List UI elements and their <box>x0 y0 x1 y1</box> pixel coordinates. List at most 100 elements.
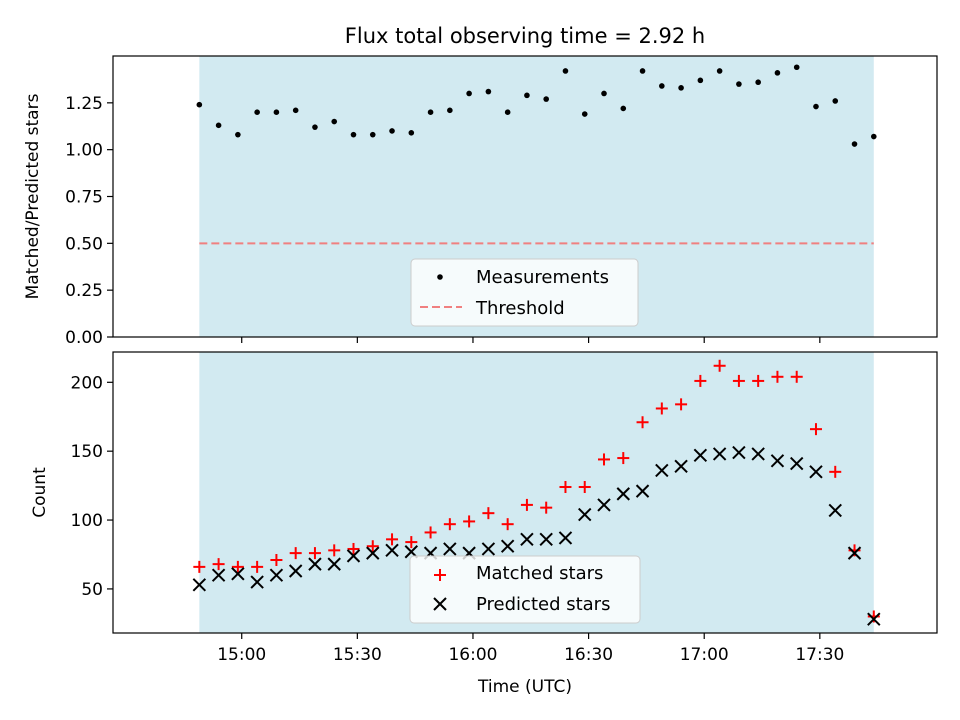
measurements-legend-label: Measurements <box>476 267 609 288</box>
matched-star-point <box>405 536 418 549</box>
matched-star-point <box>636 416 649 429</box>
matched-legend-label: Matched stars <box>476 563 603 584</box>
top-y-axis: 0.00 0.25 0.50 0.75 1.00 1.25 <box>65 94 113 348</box>
predicted-star-point <box>346 549 361 563</box>
x-tick-label: 17:30 <box>795 645 844 665</box>
predicted-star-point <box>790 456 804 471</box>
predicted-star-point <box>578 507 592 522</box>
predicted-star-point <box>712 447 727 461</box>
measurement-point <box>292 107 299 114</box>
matched-star-point <box>655 402 668 415</box>
matched-star-point <box>771 370 784 383</box>
matched-star-point <box>520 498 533 511</box>
x-tick-label: 16:30 <box>564 645 613 665</box>
top-y-tick-label: 0.50 <box>65 234 103 254</box>
matched-star-point <box>212 558 225 571</box>
measurement-point <box>196 101 203 108</box>
top-y-tick-label: 1.25 <box>65 94 103 114</box>
predicted-star-point <box>674 459 688 474</box>
predicted-legend-label: Predicted stars <box>476 594 610 615</box>
matched-star-point <box>270 553 283 566</box>
predicted-star-point <box>211 568 226 582</box>
predicted-star-point <box>443 542 457 556</box>
predicted-star-point <box>327 557 341 571</box>
top-legend-box <box>410 258 639 327</box>
matched-star-point <box>790 370 803 383</box>
measurement-point <box>543 96 549 102</box>
predicted-star-point <box>250 575 264 589</box>
matched-stars-points <box>193 359 880 623</box>
bottom-y-tick-label: 100 <box>71 511 103 531</box>
measurement-point <box>273 109 280 115</box>
bottom-x-axis: 15:00 15:30 16:00 16:30 17:00 17:30 <box>217 633 844 665</box>
measurement-point <box>427 109 434 115</box>
ratio-panel: 0.00 0.25 0.50 0.75 1.00 1.25 Matched/Predict… <box>23 55 938 348</box>
matched-star-point <box>443 518 456 531</box>
predicted-star-point <box>288 564 303 578</box>
predicted-star-point <box>597 498 611 512</box>
bottom-y-axis: 50 100 150 200 <box>71 373 113 600</box>
matched-star-point <box>386 533 399 546</box>
matched-star-point <box>308 547 321 560</box>
matched-star-point <box>732 374 745 387</box>
measurement-point <box>601 90 607 97</box>
measurement-point <box>447 107 453 114</box>
measurement-point <box>524 92 530 99</box>
measurement-point <box>697 77 704 84</box>
matched-star-point <box>713 359 726 372</box>
measurement-point <box>466 90 472 97</box>
measurement-point <box>716 68 723 74</box>
measurement-point <box>504 109 511 115</box>
measurement-point <box>331 118 338 125</box>
matched-star-point <box>617 452 630 465</box>
bottom-axes-frame <box>112 351 938 634</box>
top-axes-frame <box>112 55 938 338</box>
predicted-star-point <box>269 568 284 582</box>
measurement-point <box>793 64 800 71</box>
measurement-point <box>369 131 376 138</box>
matched-star-point <box>598 453 611 466</box>
measurement-point <box>485 88 492 95</box>
matched-star-point <box>328 544 341 557</box>
threshold-legend-label: Threshold <box>475 298 565 319</box>
bottom-y-tick-label: 200 <box>71 373 103 393</box>
bottom-y-tick-label: 150 <box>71 442 103 462</box>
bottom-legend-box <box>409 555 641 624</box>
measurement-point <box>832 98 839 104</box>
matched-star-point <box>752 374 765 387</box>
x-tick-label: 16:00 <box>448 645 497 665</box>
predicted-star-point <box>655 463 669 478</box>
predicted-star-point <box>520 532 534 547</box>
measurement-point <box>678 85 684 91</box>
measurement-point <box>851 141 858 147</box>
measurement-legend-marker <box>437 274 443 280</box>
top-y-tick-label: 1.00 <box>65 141 103 161</box>
measurement-point <box>581 111 588 117</box>
measurement-point <box>562 68 569 74</box>
top-y-tick-label: 0.25 <box>65 281 103 301</box>
predicted-star-point <box>847 546 862 560</box>
matched-star-point <box>501 518 514 531</box>
count-panel: 50 100 150 200 15:00 15:30 16:00 16:30 17:00 17:… <box>30 351 938 697</box>
measurement-point <box>312 124 318 130</box>
matched-star-point <box>829 465 842 478</box>
predicted-star-point <box>558 531 573 545</box>
predicted-star-point <box>308 557 322 571</box>
matched-star-point <box>251 560 264 573</box>
matched-star-point <box>694 374 707 387</box>
matched-star-point <box>809 423 822 436</box>
predicted-star-point <box>500 539 515 553</box>
matched-legend-marker <box>434 569 446 581</box>
measurement-point <box>215 122 222 129</box>
predicted-star-point <box>385 543 399 558</box>
matched-star-point <box>347 542 360 555</box>
chart-title: Flux total observing time = 2.92 h <box>345 24 705 48</box>
matched-star-point <box>366 540 379 553</box>
predicted-star-point <box>366 546 380 560</box>
measurement-point <box>870 133 877 140</box>
predicted-star-point <box>192 578 207 592</box>
predicted-star-point <box>732 445 746 460</box>
measurement-point <box>620 105 627 112</box>
top-x-ticks <box>241 337 821 343</box>
